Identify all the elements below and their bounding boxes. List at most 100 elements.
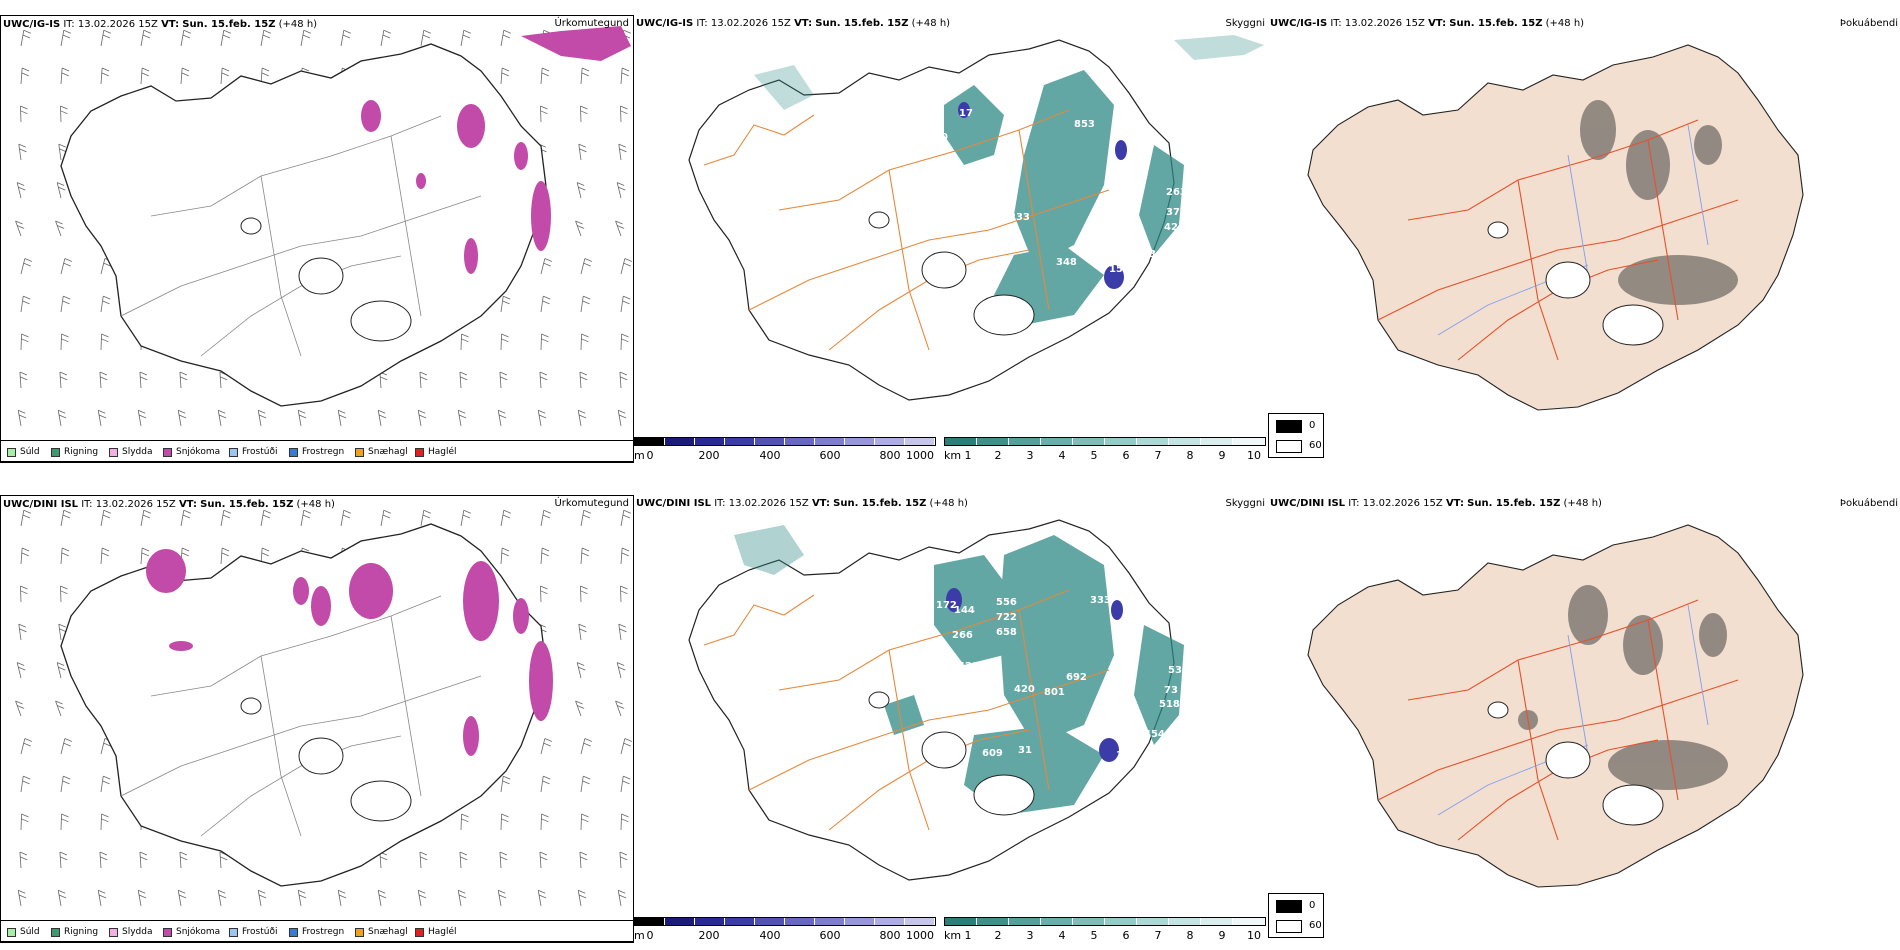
iceland-coastline [1307, 524, 1804, 888]
cloud-base-labels: 172 144 556 722 658 266 333 33 429 692 4… [936, 595, 1189, 761]
wind-barb [540, 295, 551, 313]
cloud-base-label: 37 [1166, 207, 1180, 218]
cloud-base-label: 17 [959, 108, 973, 119]
wind-barb [580, 67, 590, 85]
wind-barb [99, 371, 108, 389]
wind-barb [500, 547, 510, 565]
cloud-base-label: 333 [1090, 595, 1111, 606]
wind-barb [20, 67, 30, 85]
legend-swatch [163, 447, 172, 457]
wind-barb [377, 889, 387, 907]
legend-swatch [289, 927, 298, 937]
wind-barb [56, 662, 66, 679]
cloud-base-label: 144 [954, 605, 975, 616]
wind-barb [580, 333, 589, 351]
fog-shading [1580, 100, 1738, 305]
wind-barb [60, 509, 71, 527]
cloud-base-label: 556 [996, 597, 1017, 608]
visibility-tick: 2 [994, 929, 1002, 942]
wind-barb [60, 547, 70, 565]
wind-barb [20, 813, 29, 831]
wind-barb [100, 547, 110, 565]
cloud-base-label: 853 [1074, 119, 1095, 130]
wind-barb [500, 333, 509, 351]
cloud-base-tick: 0 [646, 449, 654, 462]
wind-barb [618, 143, 627, 161]
fog-legend-swatch [1276, 440, 1302, 453]
wind-barb [99, 851, 108, 869]
wind-barb [577, 409, 587, 427]
legend-swatch [355, 447, 364, 457]
visibility-tick: 6 [1122, 929, 1130, 942]
snow-precip-areas [361, 26, 631, 274]
cloud-base-colorbar-row2: m 0 200 400 600 800 1000 [634, 917, 936, 947]
visibility-tick: 4 [1058, 929, 1066, 942]
panel-title-precip-type: Úrkomutegund [554, 498, 629, 509]
cloud-base-tick: 200 [698, 449, 720, 462]
wind-barb [97, 409, 107, 427]
legend-swatch [289, 447, 298, 457]
wind-barb [579, 851, 588, 869]
wind-barb [500, 67, 510, 85]
wind-barb [137, 409, 147, 427]
cloud-base-label: 692 [1066, 672, 1087, 683]
wind-barb [60, 67, 70, 85]
wind-barb [18, 623, 27, 641]
visibility-map-row1: 17 30 35 853 233 29 348 156 43 37 42 263 [688, 35, 1264, 401]
wind-barb [417, 889, 427, 907]
wind-barb [620, 258, 633, 275]
cloud-base-label: 518 [1159, 699, 1180, 710]
panel-header-row1-p2: UWC/IG-IS IT: 13.02.2026 15Z VT: Sun. 15… [636, 18, 951, 29]
cloud-base-tick: 1000 [906, 929, 934, 942]
cloud-base-label: 156 [1109, 264, 1130, 275]
wind-barb [619, 851, 628, 869]
panel-header-row1-p1: UWC/IG-IS IT: 13.02.2026 15Z VT: Sun. 15… [3, 19, 318, 30]
panel-header-row2-p3: UWC/DINI ISL IT: 13.02.2026 15Z VT: Sun.… [1270, 498, 1602, 509]
cloud-base-label: 172 [936, 600, 957, 611]
wind-barb [499, 851, 508, 869]
legend-swatch [355, 927, 364, 937]
wind-barb [615, 220, 625, 237]
wind-barb [20, 295, 31, 313]
cloud-base-patches [946, 588, 1123, 762]
fog-legend-row2: 0 60 [1268, 893, 1324, 938]
panel-header-row2-p1: UWC/DINI ISL IT: 13.02.2026 15Z VT: Sun.… [3, 499, 335, 510]
panel-title-fog: Þokuábendi [1839, 498, 1898, 509]
visibility-tick: 8 [1186, 449, 1194, 462]
cloud-base-unit: m [634, 449, 645, 462]
legend-item: Frostúði [229, 447, 277, 457]
wind-barb [579, 371, 588, 389]
visibility-unit: km [944, 929, 962, 942]
wind-barb [379, 851, 388, 869]
wind-barb [616, 182, 626, 199]
wind-barb [380, 29, 391, 47]
wind-barb [220, 67, 230, 85]
legend-item: Snjókoma [163, 927, 220, 937]
wind-barb [20, 775, 31, 793]
legend-swatch [7, 447, 16, 457]
fog-indicator-map-row1 [1307, 44, 1804, 411]
visibility-tick: 6 [1122, 449, 1130, 462]
wind-barb [17, 889, 27, 907]
wind-barb [580, 105, 588, 123]
fog-shading [1518, 585, 1728, 790]
wind-barb [618, 623, 627, 641]
wind-barb [617, 889, 627, 907]
wind-barb [620, 738, 633, 755]
visibility-tick: 1 [964, 449, 972, 462]
wind-barb [177, 409, 187, 427]
wind-barb [140, 547, 150, 565]
visibility-colorbar-row1: km 1 2 3 4 5 6 7 8 9 10 [944, 437, 1266, 467]
visibility-tick: 3 [1026, 929, 1034, 942]
wind-barb [580, 738, 593, 755]
wind-barb [19, 851, 28, 869]
wind-barb [580, 258, 593, 275]
wind-barb [616, 662, 626, 679]
wind-barb [620, 509, 631, 527]
wind-barb [56, 182, 66, 199]
cloud-base-label: 217 [1108, 712, 1129, 723]
wind-barb [217, 889, 227, 907]
wind-barb [580, 585, 588, 603]
wind-barb [100, 333, 109, 351]
legend-item: Slydda [109, 447, 152, 457]
